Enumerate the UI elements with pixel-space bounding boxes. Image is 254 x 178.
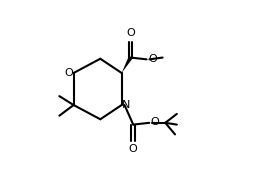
Text: N: N xyxy=(121,100,130,110)
Polygon shape xyxy=(122,56,132,73)
Text: O: O xyxy=(129,144,138,154)
Text: O: O xyxy=(151,117,160,127)
Text: O: O xyxy=(126,28,135,38)
Text: O: O xyxy=(148,54,157,64)
Text: O: O xyxy=(65,68,73,78)
